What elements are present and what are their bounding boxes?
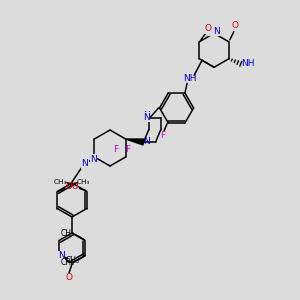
Text: F: F — [160, 131, 166, 140]
Text: O: O — [71, 182, 78, 191]
Text: N: N — [82, 160, 88, 169]
Text: NH: NH — [241, 59, 255, 68]
Text: N: N — [90, 154, 97, 164]
Polygon shape — [126, 139, 144, 145]
Text: O: O — [205, 24, 212, 33]
Text: H: H — [207, 27, 213, 36]
Text: CH₃: CH₃ — [66, 256, 80, 265]
Text: CH₃: CH₃ — [61, 258, 75, 267]
Text: O: O — [66, 182, 73, 191]
Text: N: N — [143, 136, 150, 146]
Text: F: F — [113, 146, 118, 154]
Text: CH₃: CH₃ — [76, 178, 90, 184]
Text: N: N — [58, 251, 64, 260]
Text: N: N — [143, 112, 150, 121]
Text: N: N — [213, 27, 220, 36]
Text: F: F — [125, 145, 130, 154]
Text: NH: NH — [183, 74, 197, 83]
Text: CH₃: CH₃ — [54, 178, 68, 184]
Text: CH₃: CH₃ — [61, 229, 75, 238]
Text: N: N — [143, 112, 150, 122]
Text: O: O — [231, 21, 238, 30]
Text: O: O — [65, 274, 73, 283]
